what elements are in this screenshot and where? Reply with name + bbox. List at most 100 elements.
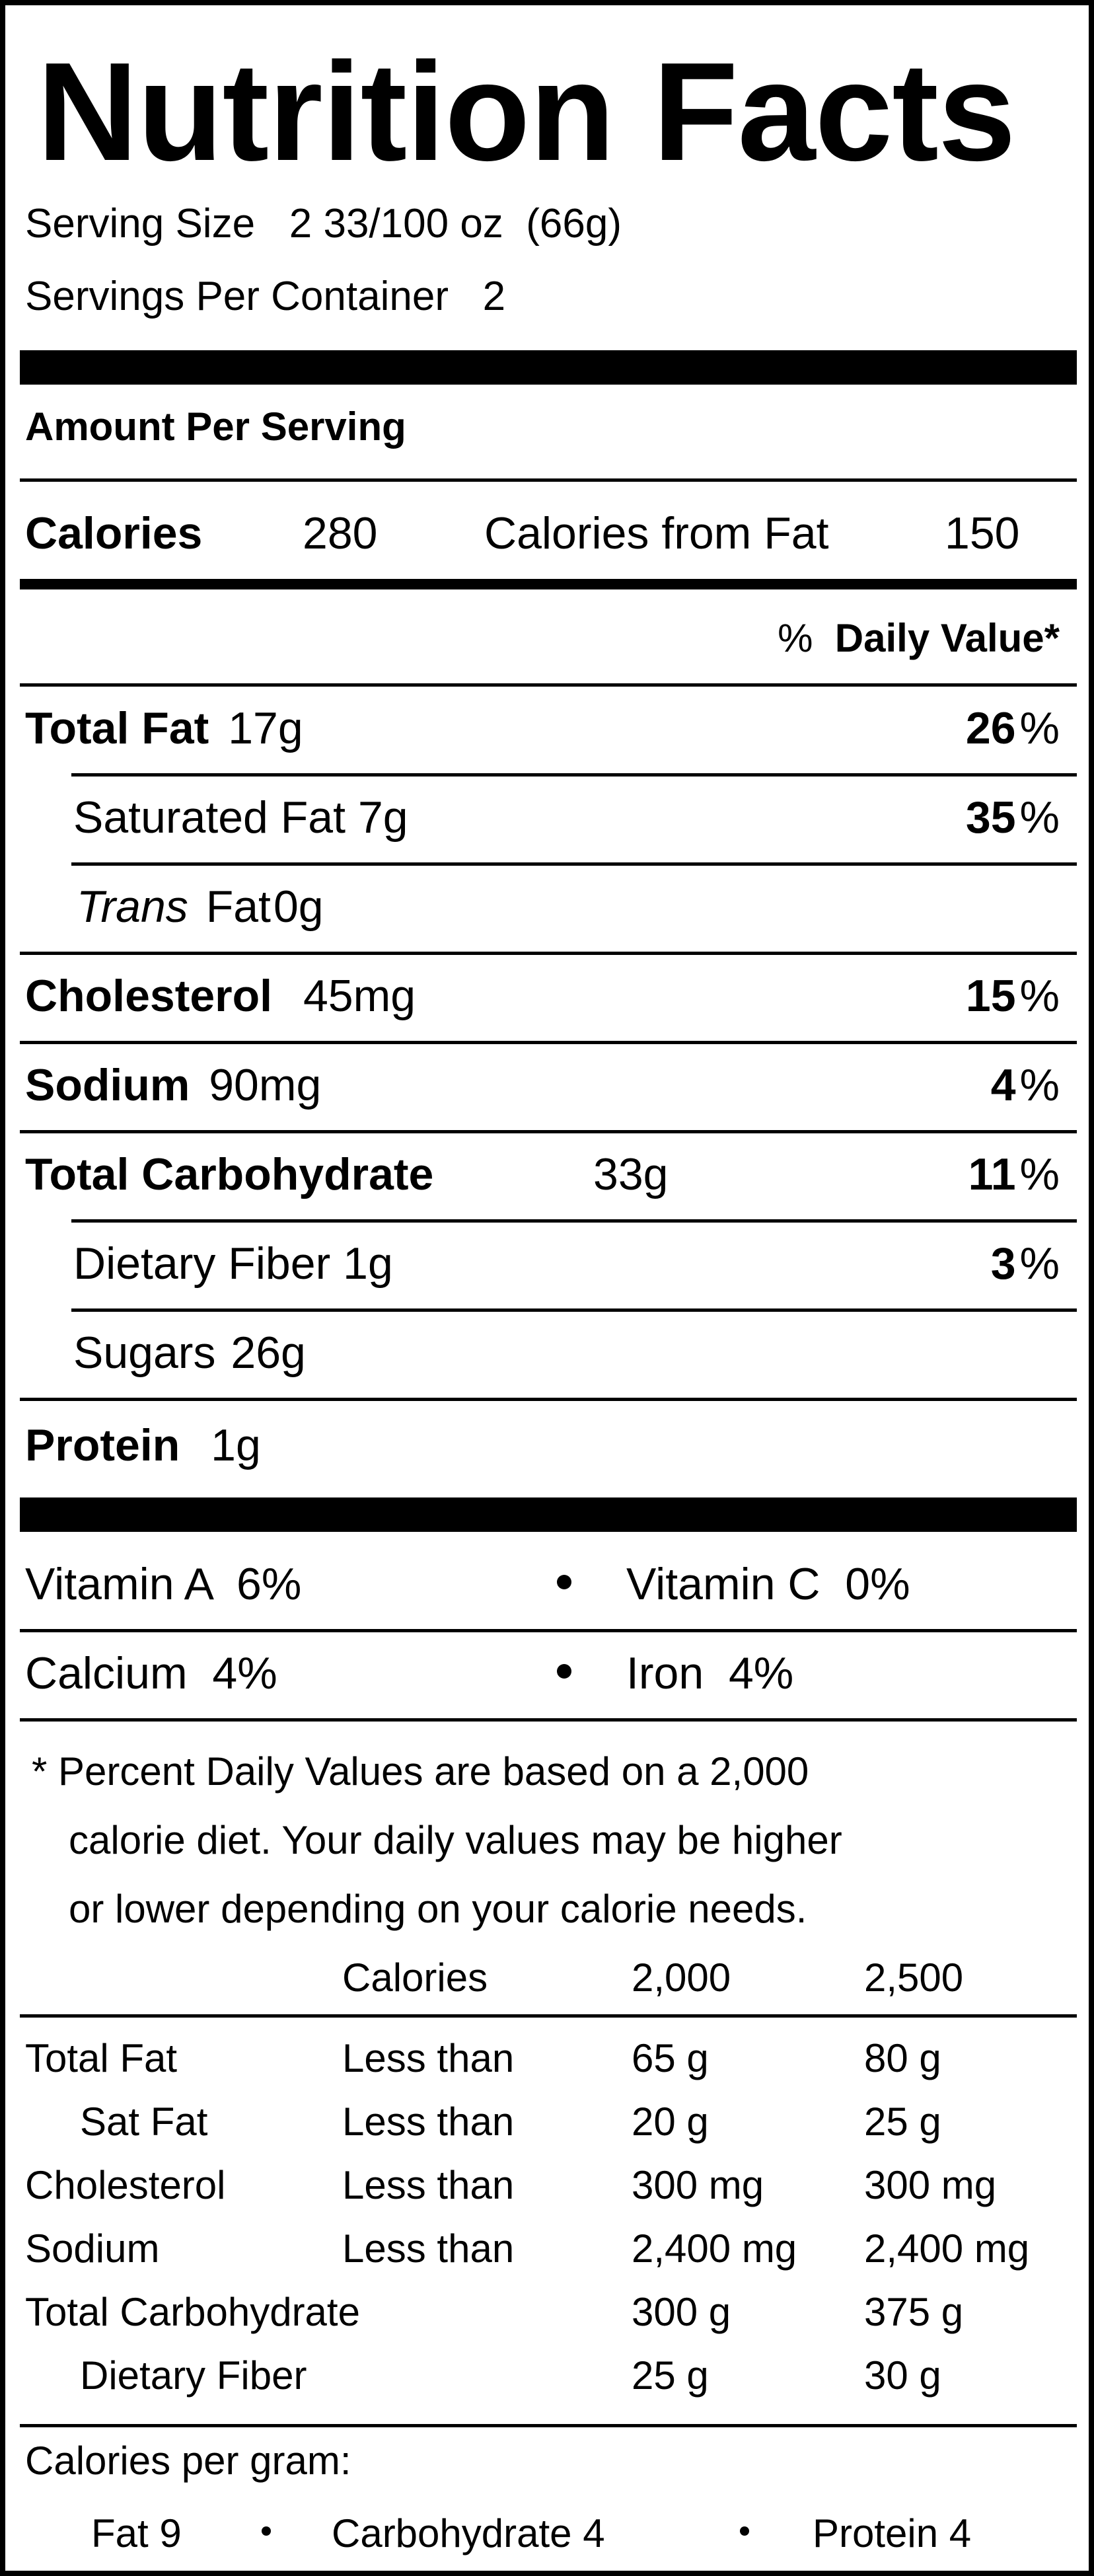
ref-row-qualifier: Less than [342,2163,515,2207]
divider-saturated-fat [71,862,1077,866]
divider-ref-bottom [20,2424,1077,2427]
divider-trans-fat [20,952,1077,955]
servings-per-container-value: 2 [482,274,506,319]
ref-row-name: Total Fat [25,2036,178,2080]
ref-row-v1: 65 g [632,2036,709,2080]
footnote-line-2: calorie diet. Your daily values may be h… [69,1818,842,1862]
sodium-dv-value: 4 [990,1060,1016,1110]
total-fat-dv: 26% [966,706,1060,751]
calories-value: 280 [303,508,378,558]
sodium-label: Sodium [25,1060,190,1110]
trans-fat-label-italic: Trans [77,882,188,932]
dietary-fiber-label: Dietary Fiber [73,1238,331,1289]
serving-size-value: 2 33/100 oz (66g) [289,201,622,246]
sugars-label: Sugars [73,1328,216,1378]
servings-per-container-label: Servings Per Container [25,274,449,319]
ref-row-name: Sat Fat [80,2100,208,2144]
vitamin-a: Vitamin A 6% [25,1559,302,1609]
dv-percent-sign: % [778,616,813,660]
serving-size-label: Serving Size [25,201,256,246]
ref-header-calories: Calories [342,1955,488,2000]
dv-header-label: Daily Value* [834,616,1060,660]
ref-row-v1: 300 g [632,2290,731,2334]
trans-fat-amount: 0g [273,882,324,932]
saturated-fat-dv: 35% [966,795,1060,840]
sodium-dv: 4% [991,1063,1060,1108]
total-carbohydrate-row: Total Carbohydrate [25,1152,433,1197]
ref-row-name: Sodium [25,2226,160,2271]
ref-row-v2: 30 g [864,2353,941,2398]
divider-amount [20,478,1077,482]
ref-row-v2: 300 mg [864,2163,997,2207]
ref-row-qualifier: Less than [342,2226,515,2271]
divider-dv [20,683,1077,687]
thick-divider-top [20,350,1077,385]
ref-header-2000: 2,000 [632,1955,731,2000]
ref-row-name: Dietary Fiber [80,2353,307,2398]
footnote-line-1: * Percent Daily Values are based on a 2,… [32,1749,809,1794]
iron: Iron 4% [626,1648,794,1698]
total-fat-label: Total Fat [25,703,209,753]
vitamin-bullet-1 [557,1575,571,1589]
ref-row-v1: 2,400 mg [632,2226,797,2271]
total-carbohydrate-dv-value: 11 [968,1149,1016,1199]
protein-label: Protein [25,1420,180,1470]
ref-row-v2: 2,400 mg [864,2226,1030,2271]
ref-row-v1: 300 mg [632,2163,764,2207]
total-carbohydrate-amount: 33g [593,1149,669,1199]
dietary-fiber-row: Dietary Fiber 1g [73,1241,393,1286]
protein-amount: 1g [211,1420,261,1470]
ref-row-qualifier: Less than [342,2036,515,2080]
vitamin-bullet-2 [557,1664,571,1679]
trans-fat-label: Fat [205,882,271,932]
total-fat-amount: 17g [228,703,303,753]
dietary-fiber-dv-pct: % [1019,1238,1060,1289]
serving-size: Serving Size 2 33/100 oz (66g) [25,204,622,245]
ref-row-v1: 20 g [632,2100,709,2144]
ref-row-v2: 80 g [864,2036,941,2080]
calories-from-fat-label: Calories from Fat [484,508,829,558]
calories-per-gram-label: Calories per gram: [25,2439,351,2483]
calories-per-gram-carbohydrate: Carbohydrate 4 [332,2511,605,2556]
trans-fat-row: Trans Fat0g [77,884,324,929]
divider-vitamins [20,1629,1077,1632]
cholesterol-row: Cholesterol 45mg [25,973,416,1018]
ref-row-v1: 25 g [632,2353,709,2398]
servings-per-container: Servings Per Container 2 [25,276,505,317]
calories-from-fat-value: 150 [945,508,1020,558]
protein-row: Protein 1g [25,1423,261,1468]
total-fat-dv-value: 26 [965,703,1016,753]
dietary-fiber-dv-value: 3 [990,1238,1016,1289]
sodium-row: Sodium 90mg [25,1063,321,1108]
calories-per-gram-fat: Fat 9 [91,2511,182,2556]
divider-ref-header [20,2014,1077,2018]
saturated-fat-dv-pct: % [1019,792,1060,843]
calories-per-gram-protein: Protein 4 [813,2511,972,2556]
total-carbohydrate-label: Total Carbohydrate [25,1149,434,1199]
footnote-line-3: or lower depending on your calorie needs… [69,1887,807,1931]
total-fat-row: Total Fat 17g [25,706,303,751]
cholesterol-label: Cholesterol [25,971,273,1021]
label-title: Nutrition Facts [37,33,1016,190]
total-carbohydrate-dv: 11% [968,1152,1060,1197]
cholesterol-dv-value: 15 [965,971,1016,1021]
divider-dietary-fiber [71,1308,1077,1312]
sodium-dv-pct: % [1019,1060,1060,1110]
sodium-amount: 90mg [209,1060,322,1110]
saturated-fat-row: Saturated Fat 7g [73,795,408,840]
cpg-bullet-1 [262,2526,271,2536]
calories-row: Calories [25,511,202,556]
cholesterol-dv: 15% [966,973,1060,1018]
saturated-fat-amount: 7g [357,792,408,843]
sugars-amount: 26g [231,1328,306,1378]
ref-row-v2: 25 g [864,2100,941,2144]
medium-divider [20,579,1077,589]
saturated-fat-dv-value: 35 [965,792,1016,843]
ref-row-v2: 375 g [864,2290,964,2334]
ref-row-qualifier: Less than [342,2100,515,2144]
dietary-fiber-amount: 1g [343,1238,393,1289]
calories-label: Calories [25,508,203,558]
divider-sugars [20,1398,1077,1401]
dietary-fiber-dv: 3% [991,1241,1060,1286]
